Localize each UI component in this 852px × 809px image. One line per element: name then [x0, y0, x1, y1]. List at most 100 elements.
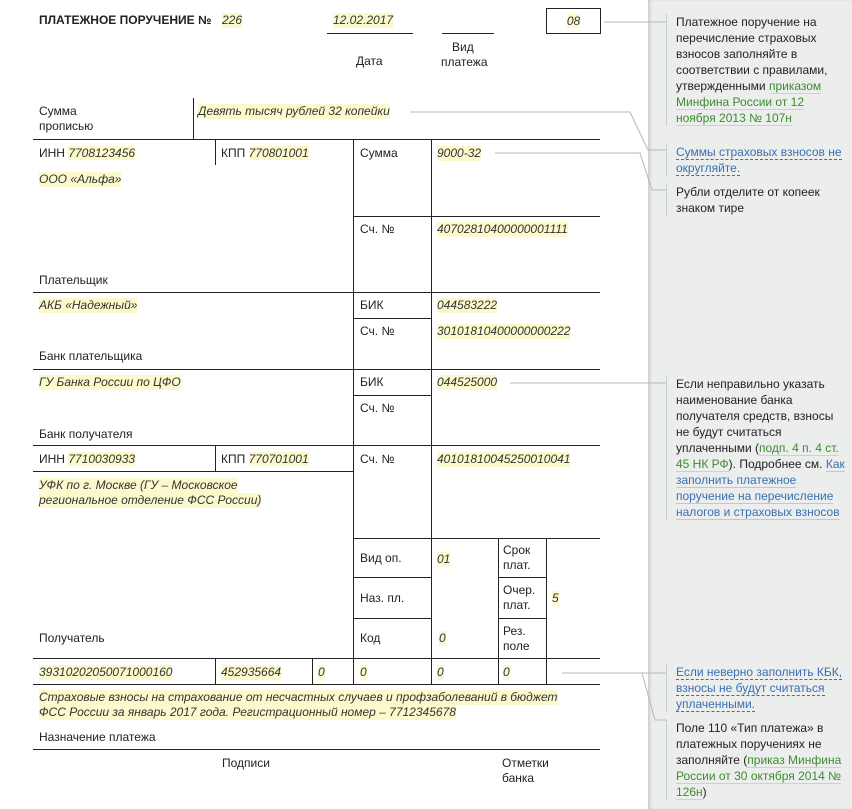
divider	[215, 139, 216, 165]
note-rounding: Суммы страховых взносов не округляйте.	[666, 144, 846, 176]
divider	[353, 395, 431, 396]
link-rounding[interactable]: Суммы страховых взносов не округляйте.	[676, 145, 842, 176]
due-label: Срок	[503, 543, 531, 557]
divider	[353, 139, 354, 658]
divider	[33, 658, 600, 659]
divider	[353, 618, 431, 619]
link-kbk[interactable]: Если неверно заполнить КБК, взносы не бу…	[676, 665, 843, 712]
divider	[431, 139, 432, 684]
payment-type-underline	[442, 33, 494, 34]
payer-inn: ИНН 7708123456	[39, 146, 136, 160]
note-field-110: Поле 110 «Тип платежа» в платежных поруч…	[666, 720, 846, 800]
divider	[353, 538, 600, 539]
payer-bank-name: АКБ «Надежный»	[39, 298, 138, 313]
priority-label: Очер.	[503, 583, 536, 597]
divider	[498, 538, 499, 684]
payment-purpose: Страховые взносы на страхование от несча…	[39, 690, 558, 705]
tax-period: 0	[360, 665, 367, 680]
link-order-107n[interactable]: приказом Минфина России от 12 ноября 201…	[676, 79, 822, 126]
priority-value: 5	[552, 591, 559, 606]
recipient-label: Получатель	[39, 631, 105, 645]
priority-label-2: плат.	[503, 598, 531, 612]
note-dash: Рубли отделите от копеек знаком тире	[666, 184, 846, 216]
payment-type-label-2: платежа	[441, 55, 488, 69]
document-number: 0	[437, 665, 444, 680]
signatures-label: Подписи	[222, 756, 270, 770]
status-box: 08	[546, 8, 601, 34]
link-how-to-fill[interactable]: Как заполнить платежное поручение на пер…	[676, 457, 845, 520]
divider	[33, 471, 353, 472]
bank-marks-label: Отметки	[502, 756, 549, 770]
divider	[215, 445, 216, 471]
kbk: 39310202050071000160	[39, 665, 173, 680]
divider	[33, 292, 600, 293]
order-date: 12.02.2017	[333, 13, 394, 28]
bank-marks-label-2: банка	[502, 771, 535, 785]
payer-label: Плательщик	[39, 273, 108, 287]
due-label-2: плат.	[503, 558, 531, 572]
divider	[353, 658, 354, 684]
divider	[353, 577, 431, 578]
note-payment-rules: Платежное поручение на перечисление стра…	[666, 14, 846, 126]
recipient-bank-account-label: Сч. №	[360, 401, 395, 415]
link-nk-rf[interactable]: подп. 4 п. 4 ст. 45 НК РФ	[676, 441, 839, 472]
recipient-kpp: КПП 770701001	[221, 452, 309, 466]
recipient-bik-label: БИК	[360, 375, 384, 389]
payer-name: ООО «Альфа»	[39, 172, 122, 187]
reserve-label: Рез.	[503, 624, 526, 638]
divider	[33, 369, 600, 370]
divider	[353, 216, 600, 217]
payer-bank-account-label: Сч. №	[360, 324, 395, 338]
divider	[498, 618, 546, 619]
date-underline	[327, 33, 413, 34]
code-label: Код	[360, 631, 381, 645]
recipient-account-label: Сч. №	[360, 452, 395, 466]
recipient-bank-label: Банк получателя	[39, 427, 133, 441]
basis: 0	[318, 665, 325, 680]
amount-value: 9000-32	[437, 146, 482, 161]
status-value: 08	[566, 14, 581, 28]
recipient-name-2: региональное отделение ФСС России)	[39, 493, 262, 508]
recipient-name: УФК по г. Москве (ГУ – Московское	[39, 478, 238, 493]
order-number: 226	[222, 13, 243, 28]
recipient-bik: 044525000	[437, 375, 498, 390]
reserve-label-2: поле	[503, 639, 530, 653]
divider	[33, 445, 600, 446]
divider	[33, 684, 600, 685]
divider	[546, 538, 547, 684]
payer-account: 40702810400000001111	[437, 222, 568, 237]
purpose-code-label: Наз. пл.	[360, 591, 405, 605]
amount-words-label: Сумма	[39, 104, 77, 118]
payer-bik-label: БИК	[360, 298, 384, 312]
amount-words: Девять тысяч рублей 32 копейки	[198, 104, 390, 119]
notes-panel	[648, 0, 852, 809]
note-bank-name: Если неправильно указать наименование ба…	[666, 376, 845, 520]
divider	[498, 577, 546, 578]
recipient-account: 40101810045250010041	[437, 452, 571, 467]
divider	[215, 658, 216, 684]
link-order-126n[interactable]: приказ Минфина России от 30 октября 2014…	[676, 753, 842, 800]
payment-purpose-2: ФСС России за январь 2017 года. Регистра…	[39, 705, 456, 720]
divider	[33, 749, 600, 750]
divider	[193, 98, 194, 139]
oktmo: 452935664	[221, 665, 282, 680]
divider	[312, 658, 313, 684]
payer-bik: 044583222	[437, 298, 498, 313]
document-date: 0	[503, 665, 510, 680]
recipient-bank-name: ГУ Банка России по ЦФО	[39, 375, 181, 390]
op-type-label: Вид оп.	[360, 551, 402, 565]
code-value: 0	[439, 631, 446, 646]
payer-bank-account: 30101810400000000222	[437, 324, 571, 339]
divider	[33, 139, 600, 140]
note-kbk: Если неверно заполнить КБК, взносы не бу…	[666, 664, 846, 712]
amount-words-label-2: прописью	[39, 119, 94, 133]
purpose-label: Назначение платежа	[39, 730, 156, 744]
date-label: Дата	[356, 54, 383, 68]
op-type: 01	[437, 552, 451, 567]
amount-label: Сумма	[360, 146, 398, 160]
form-title: ПЛАТЕЖНОЕ ПОРУЧЕНИЕ №	[39, 13, 212, 27]
recipient-inn: ИНН 7710030933	[39, 452, 136, 466]
payer-kpp: КПП 770801001	[221, 146, 309, 160]
payer-account-label: Сч. №	[360, 222, 395, 236]
